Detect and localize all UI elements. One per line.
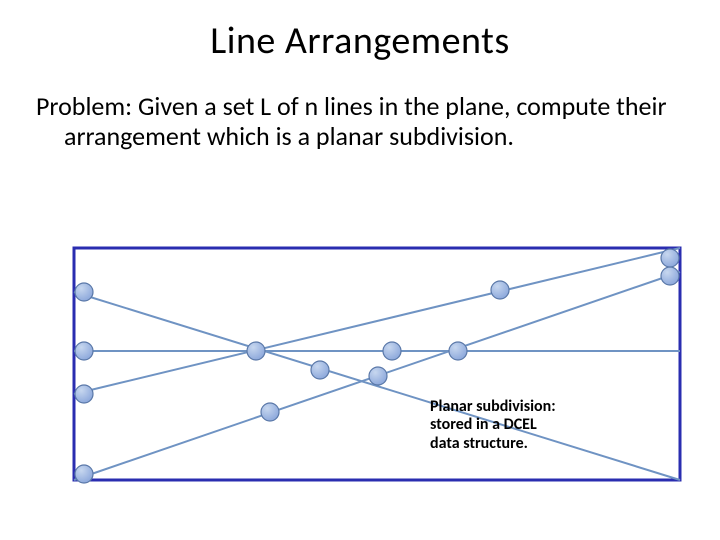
- vertex-node: [75, 385, 93, 403]
- vertex-node: [491, 281, 509, 299]
- vertex-node: [247, 342, 265, 360]
- problem-statement: Problem: Given a set L of n lines in the…: [28, 64, 720, 152]
- vertex-node: [369, 367, 387, 385]
- vertex-node: [75, 283, 93, 301]
- diagram-svg: [72, 246, 684, 486]
- arrangement-diagram: [72, 246, 684, 486]
- vertex-node: [383, 342, 401, 360]
- vertex-node: [661, 249, 679, 267]
- vertex-node: [449, 342, 467, 360]
- vertex-node: [311, 361, 329, 379]
- bounding-box: [74, 248, 680, 480]
- slide: Line Arrangements Problem: Given a set L…: [0, 0, 720, 540]
- caption-text: Planar subdivision: stored in a DCEL dat…: [430, 398, 556, 453]
- vertex-node: [261, 403, 279, 421]
- page-title: Line Arrangements: [0, 0, 720, 64]
- vertex-node: [661, 267, 679, 285]
- vertex-node: [75, 465, 93, 483]
- vertex-node: [75, 342, 93, 360]
